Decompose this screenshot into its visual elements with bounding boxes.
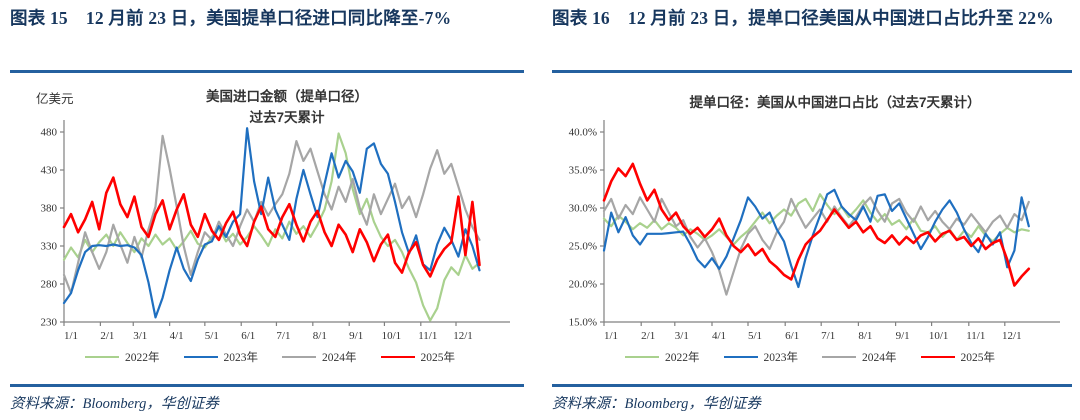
x-tick-label: 9/1 [896, 330, 910, 342]
figure-panel-16: 图表 16 12 月前 23 日，提单口径美国从中国进口占比升至 22% 提单口径… [540, 0, 1080, 420]
x-tick-label: 7/1 [821, 330, 835, 342]
y-tick-label: 35.0% [569, 165, 597, 177]
y-tick-label: 430 [41, 165, 58, 177]
x-tick-label: 3/1 [133, 330, 147, 342]
y-tick-label: 25.0% [569, 241, 597, 253]
y-axis-unit-label: 亿美元 [36, 92, 74, 106]
legend-label: 2022年 [125, 352, 160, 364]
divider-top [552, 70, 1072, 73]
legend-item-2022年: 2022年 [85, 349, 160, 365]
legend-label: 2022年 [665, 352, 700, 364]
chart-title: 美国进口金额（提单口径） 过去7天累计 [87, 86, 487, 128]
x-tick-label: 6/1 [785, 330, 799, 342]
legend-label: 2024年 [862, 352, 897, 364]
x-tick-label: 1/1 [604, 330, 618, 342]
chart-legend: 2022年 2023年 2024年 2025年 [560, 349, 1060, 365]
chart-title-line1: 提单口径：美国从中国进口占比（过去7天累计） [689, 95, 981, 110]
figure-15-label: 图表 15 [10, 8, 68, 28]
source-note: 资料来源：Bloomberg，华创证券 [552, 396, 761, 412]
line-chart-us-imports: 230 280 330 380 430 480 1/1 2/1 3/1 4/1 5/1 6/1 7/1 8… [41, 120, 510, 342]
x-tick-label: 2/1 [641, 330, 655, 342]
x-tick-label: 11/1 [966, 330, 985, 342]
legend-swatch [380, 355, 415, 359]
x-tick-label: 2/1 [100, 330, 114, 342]
x-tick-label: 5/1 [748, 330, 762, 342]
legend-swatch [920, 355, 955, 359]
figure-panel-15: 图表 15 12 月前 23 日，美国提单口径进口同比降至-7% 亿美元 美国进口… [10, 5, 524, 412]
line-chart-china-share: 15.0% 20.0% 25.0% 30.0% 35.0% 40.0% 1/1 2/1 3/1 4… [569, 120, 1060, 342]
y-tick-label: 480 [41, 127, 58, 139]
divider-top [10, 70, 524, 73]
y-tick-label: 40.0% [569, 127, 597, 139]
chart-legend: 2022年 2023年 2024年 2025年 [20, 349, 520, 365]
chart-title-line1: 美国进口金额（提单口径） [206, 89, 368, 104]
divider-bottom [552, 384, 1072, 387]
chart-title: 提单口径：美国从中国进口占比（过去7天累计） [635, 92, 1035, 113]
x-tick-label: 10/1 [382, 330, 402, 342]
figure-16-title: 图表 16 12 月前 23 日，提单口径美国从中国进口占比升至 22% [552, 5, 1072, 32]
legend-swatch [723, 355, 758, 359]
legend-swatch [625, 355, 659, 359]
x-tick-label: 5/1 [205, 330, 219, 342]
x-tick-label: 12/1 [453, 330, 473, 342]
x-tick-label: 4/1 [712, 330, 726, 342]
y-tick-label: 15.0% [569, 317, 597, 329]
x-tick-label: 10/1 [929, 330, 949, 342]
source-note: 资料来源：Bloomberg，华创证券 [10, 396, 219, 412]
y-tick-label: 30.0% [569, 203, 597, 215]
legend-item-2024年: 2024年 [282, 349, 357, 365]
x-tick-label: 8/1 [313, 330, 327, 342]
chart-title-line2: 过去7天累计 [249, 110, 325, 125]
x-tick-label: 6/1 [241, 330, 255, 342]
series-line-2024年 [602, 196, 1030, 296]
x-tick-label: 3/1 [675, 330, 689, 342]
y-tick-label: 230 [41, 317, 58, 329]
figure-15-title-text: 12 月前 23 日，美国提单口径进口同比降至-7% [85, 8, 452, 28]
legend-label: 2024年 [322, 352, 357, 364]
legend-swatch [183, 355, 218, 359]
legend-label: 2023年 [223, 352, 259, 364]
x-tick-label: 12/1 [1002, 330, 1022, 342]
y-tick-label: 280 [41, 279, 58, 291]
x-tick-label: 8/1 [858, 330, 872, 342]
x-tick-label: 11/1 [418, 330, 437, 342]
x-tick-label: 1/1 [64, 330, 78, 342]
legend-item-2023年: 2023年 [723, 349, 799, 365]
figure-16-label: 图表 16 [552, 8, 610, 28]
series-line-2024年 [62, 134, 481, 295]
legend-swatch [85, 355, 119, 359]
legend-item-2023年: 2023年 [183, 349, 259, 365]
figure-15-title: 图表 15 12 月前 23 日，美国提单口径进口同比降至-7% [10, 5, 515, 32]
legend-item-2024年: 2024年 [822, 349, 897, 365]
x-tick-label: 7/1 [276, 330, 290, 342]
series-line-2025年 [602, 162, 1031, 287]
legend-item-2022年: 2022年 [625, 349, 700, 365]
legend-swatch [822, 355, 856, 359]
legend-label: 2025年 [960, 352, 996, 364]
series-line-2023年 [602, 188, 1030, 289]
x-tick-label: 9/1 [349, 330, 363, 342]
series-line-2022年 [62, 132, 481, 322]
divider-bottom [10, 384, 524, 387]
y-tick-label: 380 [41, 203, 58, 215]
x-tick-label: 4/1 [170, 330, 184, 342]
y-tick-label: 20.0% [569, 279, 597, 291]
legend-item-2025年: 2025年 [380, 349, 456, 365]
y-tick-label: 330 [41, 241, 58, 253]
legend-swatch [282, 355, 316, 359]
legend-label: 2025年 [420, 352, 456, 364]
series-line-2025年 [62, 176, 481, 278]
legend-item-2025年: 2025年 [920, 349, 996, 365]
legend-label: 2023年 [763, 352, 799, 364]
figure-16-title-text: 12 月前 23 日，提单口径美国从中国进口占比升至 22% [627, 8, 1054, 28]
